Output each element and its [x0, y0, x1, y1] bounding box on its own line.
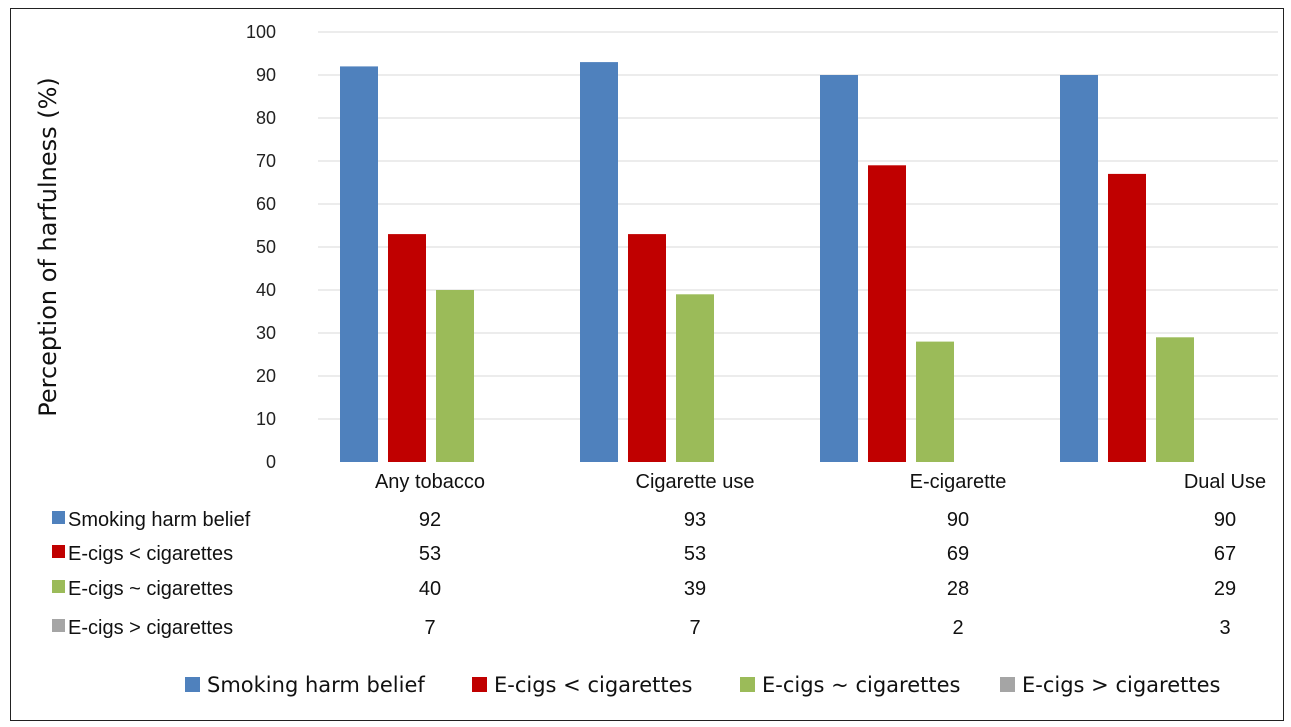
bar: [916, 341, 954, 462]
data-label: 2: [952, 617, 963, 639]
legend-label: E-cigs > cigarettes: [1022, 673, 1220, 697]
y-tick-label: 40: [256, 280, 276, 300]
bar: [1156, 337, 1194, 462]
x-tick-label: E-cigarette: [910, 471, 1007, 493]
legend-label: E-cigs ~ cigarettes: [762, 673, 960, 697]
x-tick-label: Cigarette use: [636, 471, 755, 493]
bar: [1060, 75, 1098, 462]
y-tick-label: 10: [256, 409, 276, 429]
y-tick-label: 70: [256, 151, 276, 171]
table-legend-key: [52, 619, 65, 632]
data-label: 7: [689, 617, 700, 639]
legend-swatch: [740, 677, 755, 692]
data-label: 40: [419, 578, 441, 600]
data-label: 67: [1214, 543, 1236, 565]
x-tick-label: Any tobacco: [375, 471, 485, 493]
y-tick-label: 50: [256, 237, 276, 257]
data-label: 69: [947, 543, 969, 565]
bar: [436, 290, 474, 462]
y-tick-label: 100: [246, 22, 276, 42]
y-tick-label: 90: [256, 65, 276, 85]
y-tick-label: 0: [266, 452, 276, 472]
data-label: 29: [1214, 578, 1236, 600]
y-tick-label: 60: [256, 194, 276, 214]
legend-swatch: [472, 677, 487, 692]
table-row-label: Smoking harm belief: [68, 509, 251, 531]
bar: [580, 62, 618, 462]
table-legend-key: [52, 511, 65, 524]
bar: [388, 234, 426, 462]
bar: [628, 234, 666, 462]
bar: [340, 66, 378, 463]
y-tick-label: 20: [256, 366, 276, 386]
data-label: 92: [419, 509, 441, 531]
data-label: 53: [419, 543, 441, 565]
bar: [868, 165, 906, 463]
bar: [1108, 173, 1146, 462]
bar: [820, 75, 858, 462]
y-tick-label: 30: [256, 323, 276, 343]
table-legend-key: [52, 545, 65, 558]
table-legend-key: [52, 580, 65, 593]
data-label: 90: [1214, 509, 1236, 531]
table-row-label: E-cigs > cigarettes: [68, 617, 233, 639]
bar: [676, 294, 714, 462]
data-label: 7: [424, 617, 435, 639]
x-tick-label: Dual Use: [1184, 471, 1266, 493]
legend-swatch: [1000, 677, 1015, 692]
data-label: 53: [684, 543, 706, 565]
data-label: 93: [684, 509, 706, 531]
legend-swatch: [185, 677, 200, 692]
data-label: 90: [947, 509, 969, 531]
y-axis-label: Perception of harfulness (%): [34, 77, 62, 417]
data-label: 3: [1219, 617, 1230, 639]
legend-label: E-cigs < cigarettes: [494, 673, 692, 697]
data-label: 28: [947, 578, 969, 600]
data-label: 39: [684, 578, 706, 600]
table-row-label: E-cigs ~ cigarettes: [68, 578, 233, 600]
legend-label: Smoking harm belief: [207, 673, 425, 697]
chart-frame: [10, 8, 1284, 721]
table-row-label: E-cigs < cigarettes: [68, 543, 233, 565]
y-tick-label: 80: [256, 108, 276, 128]
